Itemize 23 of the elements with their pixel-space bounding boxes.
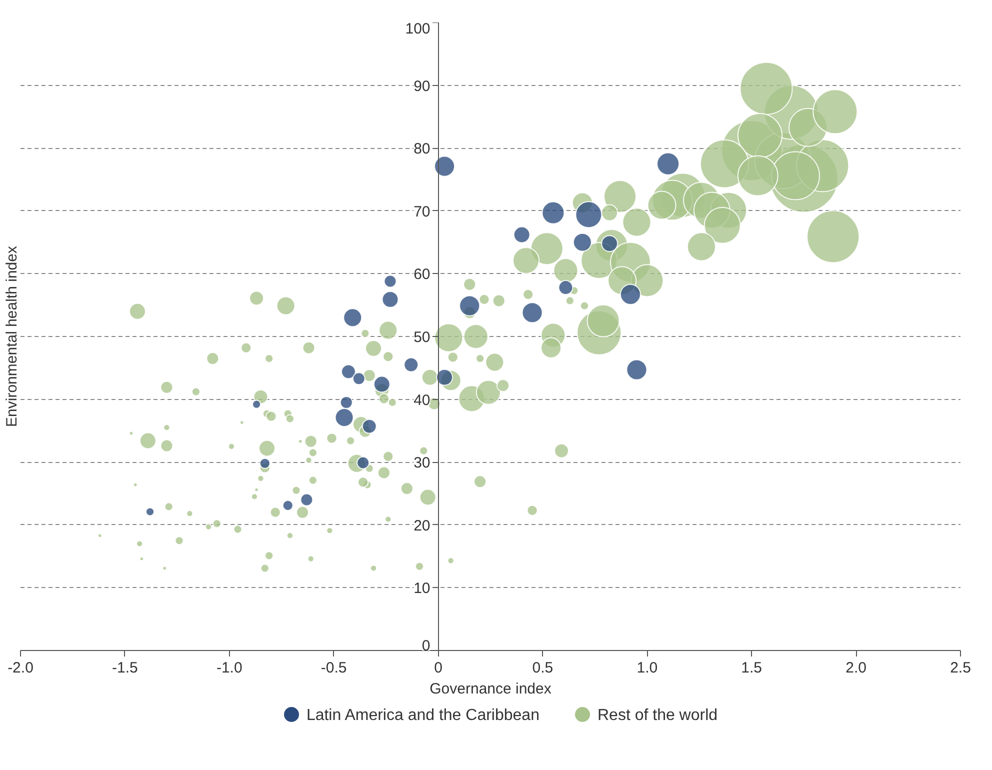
x-tick-label: 1.5 [741,660,762,676]
y-tick-label: 10 [414,580,430,598]
y-tick-label: 70 [414,203,430,220]
x-tick-label: -1.5 [112,660,138,676]
y-tick-label: 80 [414,140,430,158]
y-tick-label: 60 [414,266,430,284]
y-tick-label: 0 [422,638,430,654]
y-tick-label: 100 [405,20,430,38]
x-tick-label: 0.5 [532,660,554,676]
y-tick-label: 50 [414,329,430,346]
y-tick-label: 40 [414,392,430,409]
y-axis-title: Environmental health index [4,246,20,427]
y-tick-label: 30 [414,454,430,472]
x-axis-title: Governance index [430,680,552,698]
x-tick-label: -2.0 [8,660,34,676]
x-tick-label: 1.0 [636,660,658,676]
y-tick-label: 90 [414,78,430,95]
x-tick-label: 0 [434,660,442,676]
x-tick-label: -1.0 [216,660,242,676]
x-tick-label: 2.5 [950,660,971,676]
x-tick-label: -0.5 [320,660,347,676]
x-tick-label: 2.0 [846,660,866,676]
y-tick-label: 20 [414,517,430,534]
